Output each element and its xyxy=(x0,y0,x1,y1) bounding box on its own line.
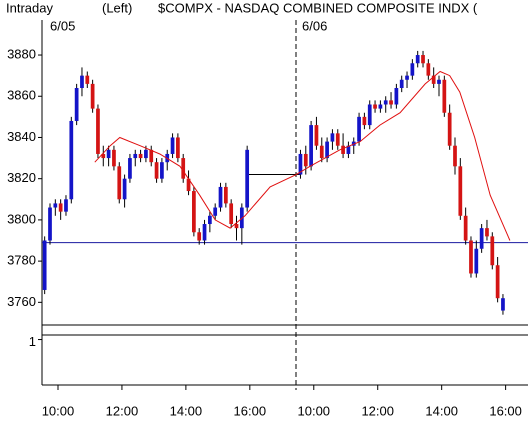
y-tick-label: 3800 xyxy=(7,211,36,226)
candle-body xyxy=(319,145,324,159)
axis-side-label: (Left) xyxy=(102,0,132,15)
candle-body xyxy=(176,137,180,159)
candle-body xyxy=(64,199,68,212)
candle-body xyxy=(442,79,447,113)
candle-body xyxy=(218,186,223,208)
candle-body xyxy=(58,203,63,212)
y-tick-label: 3880 xyxy=(7,46,36,61)
candle-body xyxy=(202,224,207,241)
candle-body xyxy=(213,207,218,216)
candle-body xyxy=(437,79,441,84)
candle-body xyxy=(207,215,212,225)
mode-label: Intraday xyxy=(6,0,53,15)
candle-body xyxy=(53,203,58,208)
candle-body xyxy=(389,100,393,105)
y-tick-label: 3840 xyxy=(7,129,36,144)
candle-body xyxy=(309,125,313,167)
y-tick-label: 3820 xyxy=(7,170,36,185)
candle-body xyxy=(192,191,196,233)
candle-body xyxy=(144,149,148,159)
candle-body xyxy=(234,224,239,229)
x-tick-label: 16:00 xyxy=(489,403,522,418)
moving-average-line xyxy=(94,70,511,241)
candle-body xyxy=(133,153,138,159)
x-tick-label: 14:00 xyxy=(170,403,203,418)
candle-body xyxy=(314,125,319,146)
candle-body xyxy=(117,166,122,200)
y-tick-label: 3760 xyxy=(7,294,36,309)
candle-body xyxy=(245,149,250,208)
candle-body xyxy=(490,236,495,266)
candle-body xyxy=(474,248,479,274)
candle-body xyxy=(410,63,415,76)
candle-body xyxy=(335,133,340,146)
candle-body xyxy=(160,162,164,179)
candle-body xyxy=(122,178,127,200)
candle-body xyxy=(128,158,132,179)
candle-body xyxy=(330,133,335,142)
candle-body xyxy=(69,120,74,200)
candle-body xyxy=(378,104,383,109)
candle-body xyxy=(415,55,420,64)
candle-body xyxy=(458,166,463,216)
candle-body xyxy=(186,178,191,192)
candle-body xyxy=(138,153,143,159)
candle-body xyxy=(447,112,452,146)
x-tick-label: 12:00 xyxy=(106,403,139,418)
candle-body xyxy=(495,265,500,299)
chart-title: $COMPX - NASDAQ COMBINED COMPOSITE INDX … xyxy=(158,0,478,15)
candle-body xyxy=(362,116,367,126)
x-tick-label: 10:00 xyxy=(298,403,331,418)
candle-body xyxy=(303,153,308,167)
candle-body xyxy=(298,153,303,175)
candle-body xyxy=(479,228,484,249)
candle-body xyxy=(469,240,473,274)
candle-body xyxy=(90,83,95,109)
candle-body xyxy=(149,149,154,163)
candle-body xyxy=(341,145,345,154)
candle-body xyxy=(85,75,90,84)
candle-body xyxy=(501,298,505,311)
candle-body xyxy=(453,145,457,167)
candle-body xyxy=(80,75,84,89)
x-tick-label: 10:00 xyxy=(42,403,75,418)
candle-body xyxy=(112,149,116,167)
candle-body xyxy=(48,207,52,241)
candle-body xyxy=(431,75,436,84)
candle-body xyxy=(357,116,361,142)
candle-body xyxy=(74,88,79,121)
candle-body xyxy=(101,153,106,159)
candle-body xyxy=(229,203,234,225)
y-tick-label: 3860 xyxy=(7,88,36,103)
y-tick-label: 1 xyxy=(29,334,36,349)
candle-body xyxy=(154,162,159,179)
candle-body xyxy=(485,228,489,237)
candle-body xyxy=(399,79,404,89)
candle-body xyxy=(463,215,468,241)
x-tick-label: 14:00 xyxy=(425,403,458,418)
date-label: 6/05 xyxy=(50,18,75,33)
candle-body xyxy=(223,186,228,204)
candle-body xyxy=(383,100,388,105)
candle-body xyxy=(346,145,351,154)
candle-body xyxy=(373,104,377,109)
candle-body xyxy=(181,158,186,179)
candle-body xyxy=(170,137,175,154)
candle-body xyxy=(96,108,100,154)
candle-body xyxy=(367,104,372,126)
x-tick-label: 16:00 xyxy=(234,403,267,418)
candle-body xyxy=(197,232,202,241)
candle-body xyxy=(325,141,329,159)
candle-body xyxy=(42,240,47,290)
y-tick-label: 3780 xyxy=(7,253,36,268)
candle-body xyxy=(394,88,399,105)
candle-body xyxy=(426,63,431,76)
candle-body xyxy=(405,75,409,80)
candle-body xyxy=(106,149,111,159)
date-label: 6/06 xyxy=(302,18,327,33)
x-tick-label: 12:00 xyxy=(361,403,394,418)
candle-body xyxy=(421,55,425,64)
